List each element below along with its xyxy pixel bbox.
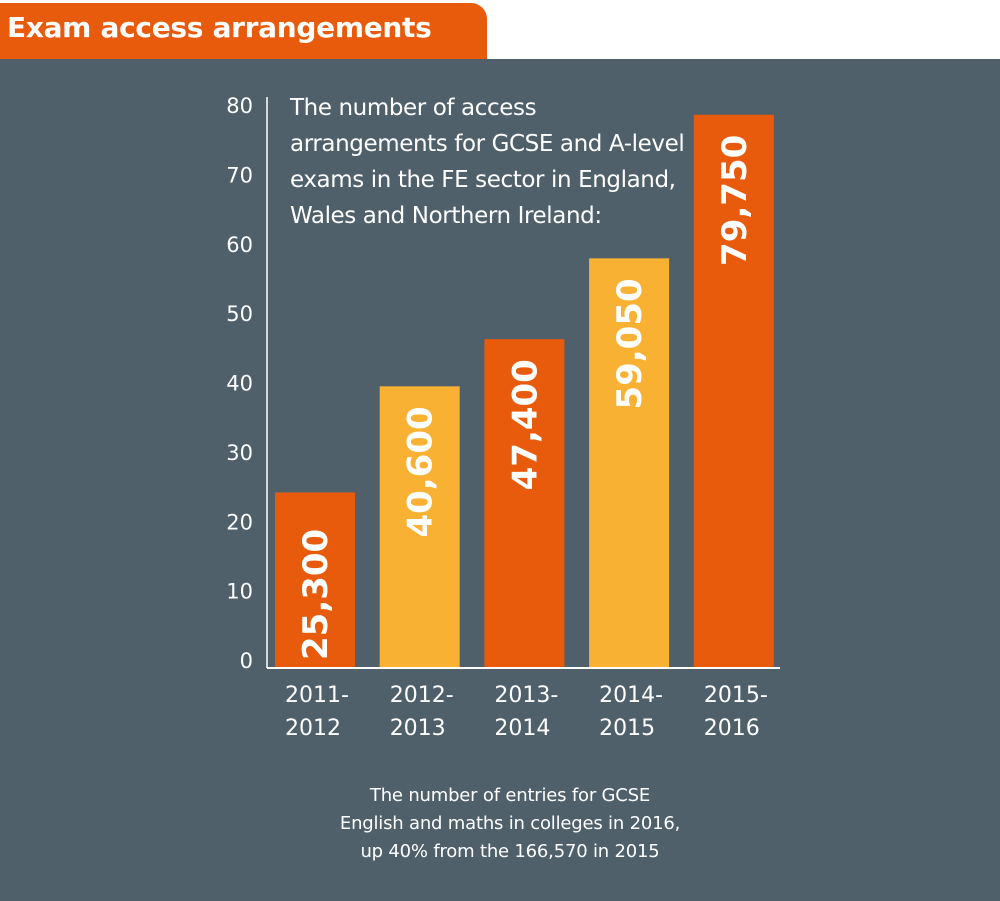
- footnote-line: The number of entries for GCSE: [369, 785, 651, 806]
- bar-value-label: 25,300: [296, 529, 336, 660]
- y-tick-label: 60: [226, 233, 253, 257]
- footnote: The number of entries for GCSE English a…: [300, 782, 720, 866]
- bar-2012-2013: [379, 386, 460, 668]
- bar-value-label: 59,050: [610, 278, 650, 409]
- bar-2014-2015: [589, 258, 670, 668]
- bar-2011-2012: [275, 492, 355, 668]
- x-tick-label: 2014-: [599, 683, 663, 708]
- x-tick-label: 2011-: [285, 683, 349, 708]
- y-tick-label: 10: [226, 580, 253, 604]
- bar-2015-2016: [693, 114, 774, 668]
- title-tab: Exam access arrangements: [0, 3, 487, 59]
- y-tick-label: 50: [226, 302, 253, 326]
- footnote-line: up 40% from the 166,570 in 2015: [360, 841, 660, 862]
- y-tick-label: 70: [226, 163, 253, 187]
- footnote-line: English and maths in colleges in 2016,: [339, 813, 681, 834]
- chart-title: The number of access arrangements for GC…: [290, 95, 685, 229]
- bar-2013-2014: [484, 339, 565, 668]
- bar-value-label: 40,600: [401, 406, 441, 537]
- x-tick-label: 2016: [704, 716, 760, 741]
- page-title: Exam access arrangements: [7, 11, 432, 44]
- x-tick-label: 2015: [599, 716, 655, 741]
- y-tick-label: 0: [240, 649, 253, 673]
- x-tick-label: 2012: [285, 716, 341, 741]
- y-tick-label: 80: [226, 94, 253, 118]
- y-tick-label: 40: [226, 372, 253, 396]
- y-tick-label: 20: [226, 510, 253, 534]
- x-tick-label: 2013: [390, 716, 446, 741]
- y-tick-label: 30: [226, 441, 253, 465]
- bar-value-label: 47,400: [505, 359, 545, 490]
- x-tick-label: 2012-: [390, 683, 454, 708]
- x-tick-label: 2015-: [704, 683, 768, 708]
- x-tick-label: 2014: [494, 716, 550, 741]
- bar-value-label: 79,750: [715, 135, 755, 266]
- x-tick-label: 2013-: [494, 683, 558, 708]
